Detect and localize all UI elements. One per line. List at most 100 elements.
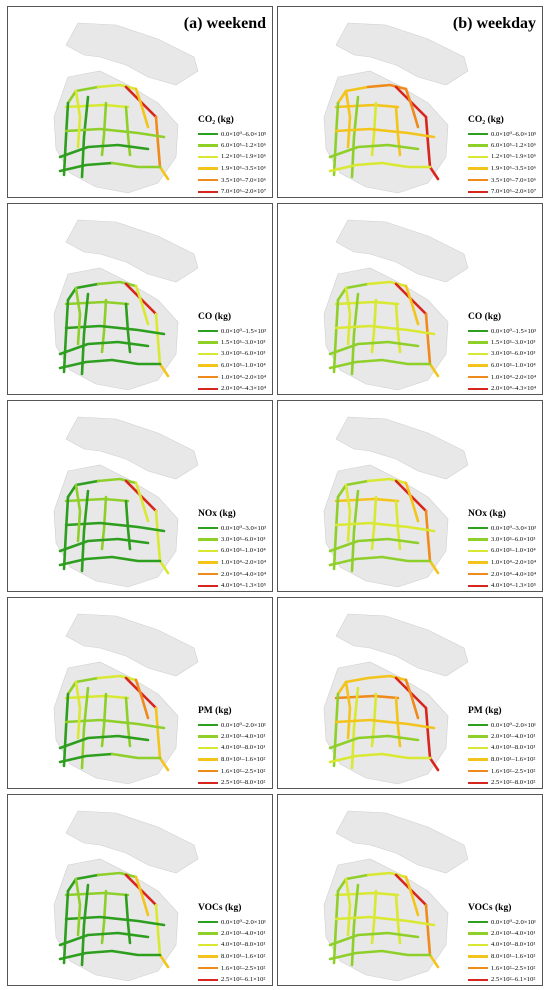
legend-item: 1.9×10⁶–3.5×10⁶ <box>198 163 272 175</box>
legend-item: 4.0×10¹–8.0×10¹ <box>468 742 542 754</box>
road-segment <box>100 889 108 945</box>
legend-swatch <box>198 329 218 332</box>
legend-label: 2.0×10¹–4.0×10¹ <box>491 929 536 937</box>
legend-swatch <box>468 549 488 553</box>
legend-item: 6.0×10³–1.0×10⁴ <box>198 360 272 372</box>
legend-swatch <box>198 955 218 958</box>
legend-item: 2.0×10⁴–4.0×10⁴ <box>468 568 542 580</box>
legend-label: 1.5×10³–3.0×10³ <box>221 338 266 346</box>
road-segment <box>366 280 408 288</box>
legend: CO (kg) 0.0×10⁰–1.5×10³ 1.5×10³–3.0×10³ 3.0… <box>468 312 542 394</box>
legend-swatch <box>468 781 488 784</box>
road-segment <box>154 509 162 563</box>
legend-label: 4.0×10¹–8.0×10¹ <box>491 941 536 949</box>
legend-swatch <box>198 178 218 182</box>
legend-item: 3.0×10³–6.0×10³ <box>198 348 272 360</box>
legend-swatch <box>198 781 218 784</box>
road-segment <box>158 165 170 181</box>
road-segment <box>370 692 378 748</box>
land-area <box>53 661 179 785</box>
legend-item: 1.6×10²–2.5×10² <box>198 962 272 974</box>
road-segment <box>332 495 340 571</box>
road-segment <box>370 298 378 354</box>
legend: CO₂ (kg) 0.0×10⁰–6.0×10⁵ 6.0×10⁵–1.2×10⁶ 1.… <box>198 115 272 197</box>
road-segment <box>158 559 170 575</box>
road-segment <box>328 949 384 961</box>
legend-label: 1.6×10²–2.5×10² <box>491 767 536 775</box>
legend-item: 1.5×10³–3.0×10³ <box>468 337 542 349</box>
road-map <box>323 219 469 391</box>
road-segment <box>124 499 132 551</box>
legend-label: 1.6×10²–2.5×10² <box>221 964 266 972</box>
road-segment <box>80 489 90 573</box>
legend-item: 1.0×10⁴–2.0×10⁴ <box>468 557 542 569</box>
land-area <box>323 858 449 982</box>
legend-item: 2.0×10¹–4.0×10¹ <box>468 731 542 743</box>
legend-label: 7.0×10⁶–2.0×10⁷ <box>221 188 267 196</box>
road-segment <box>428 165 440 181</box>
road-segment <box>62 101 70 177</box>
legend-swatch <box>198 769 218 773</box>
road-segment <box>100 298 108 354</box>
land-area <box>53 858 179 982</box>
legend-swatch <box>468 364 488 367</box>
road-segment <box>110 555 162 563</box>
road-map <box>53 810 199 982</box>
road-segment <box>58 555 114 567</box>
land-area <box>335 613 469 677</box>
map-panel: (b) weekday CO₂ (kg) 0.0×10⁰–6.0×10⁵ 6.0×10… <box>277 6 543 198</box>
legend-label: 8.0×10¹–1.6×10² <box>221 756 266 764</box>
legend-swatch <box>198 561 218 564</box>
road-segment <box>350 95 360 179</box>
legend-item: 0.0×10⁰–2.0×10¹ <box>198 719 272 731</box>
legend-swatch <box>198 526 218 529</box>
road-segment <box>96 477 138 485</box>
legend-item: 4.0×10¹–8.0×10¹ <box>468 939 542 951</box>
land-area <box>53 464 179 588</box>
road-segment <box>154 903 162 957</box>
road-segment <box>424 509 432 563</box>
legend-label: 6.0×10³–1.0×10⁴ <box>221 547 266 555</box>
land-area <box>65 613 199 677</box>
legend-item: 1.6×10²–2.5×10² <box>468 765 542 777</box>
road-segment <box>96 280 138 288</box>
legend: PM (kg) 0.0×10⁰–2.0×10¹ 2.0×10¹–4.0×10¹ 4.0… <box>468 706 542 788</box>
road-segment <box>370 889 378 945</box>
map-panel: NOx (kg) 0.0×10⁰–3.0×10³ 3.0×10³–6.0×10³ 6.… <box>7 400 273 592</box>
road-segment <box>404 284 420 326</box>
road-segment <box>80 883 90 967</box>
legend-label: 3.5×10⁶–7.0×10⁶ <box>221 176 267 184</box>
legend-label: 2.0×10¹–4.0×10¹ <box>221 732 266 740</box>
map-panel: CO (kg) 0.0×10⁰–1.5×10³ 1.5×10³–3.0×10³ 3.0… <box>7 203 273 395</box>
road-segment <box>328 358 384 370</box>
road-segment <box>100 495 108 551</box>
road-segment <box>158 362 170 378</box>
land-area <box>53 267 179 391</box>
road-segment <box>334 915 436 927</box>
legend-swatch <box>198 572 218 576</box>
legend-label: 4.0×10¹–8.0×10¹ <box>221 941 266 949</box>
road-segment <box>344 483 352 543</box>
road-map <box>323 22 469 194</box>
legend-item: 4.0×10⁴–1.3×10⁵ <box>198 580 272 591</box>
land-area <box>323 70 449 194</box>
road-segment <box>366 477 408 485</box>
road-segment <box>154 706 162 760</box>
road-segment <box>134 87 150 129</box>
legend-item: 1.2×10⁶–1.9×10⁶ <box>198 151 272 163</box>
legend-item: 6.0×10³–1.0×10⁴ <box>198 545 272 557</box>
map-panel: VOCs (kg) 0.0×10⁰–2.0×10¹ 2.0×10¹–4.0×10¹ 4… <box>277 794 543 986</box>
legend-swatch <box>198 746 218 750</box>
road-map <box>323 613 469 785</box>
legend-title: NOx (kg) <box>198 509 236 519</box>
legend-swatch <box>468 769 488 773</box>
legend-label: 3.0×10³–6.0×10³ <box>221 535 266 543</box>
legend-swatch <box>198 341 218 344</box>
legend-label: 4.0×10⁴–1.3×10⁵ <box>221 582 267 590</box>
legend-swatch <box>468 966 488 970</box>
legend-label: 1.6×10²–2.5×10² <box>221 767 266 775</box>
legend-item: 8.0×10¹–1.6×10² <box>468 951 542 963</box>
legend-label: 2.5×10²–8.0×10² <box>221 779 266 787</box>
road-segment <box>58 537 150 553</box>
road-segment <box>366 674 408 682</box>
